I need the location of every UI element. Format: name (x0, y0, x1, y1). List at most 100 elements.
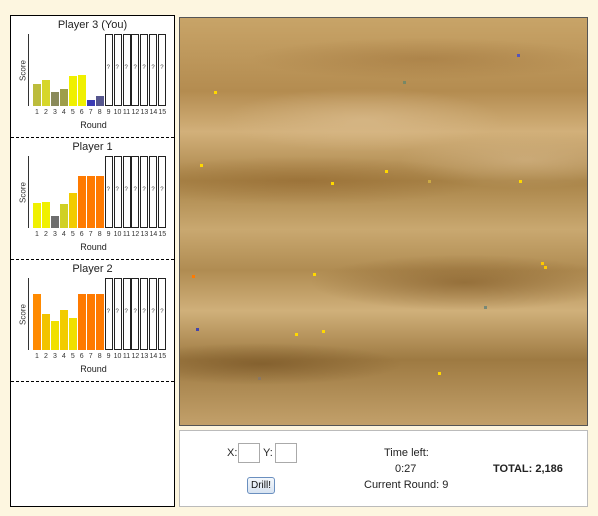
round-tick-label: 3 (52, 109, 57, 116)
round-bar-slot (59, 278, 68, 350)
future-round-bar: ? (131, 278, 140, 350)
future-round-marker: ? (151, 187, 155, 193)
future-round-marker: ? (151, 309, 155, 315)
x-label: X: (227, 447, 238, 459)
round-tick-label: 8 (97, 109, 102, 116)
score-bar (68, 317, 77, 350)
round-tick-label: 1 (35, 231, 39, 238)
round-tick-label: 13 (140, 353, 149, 360)
future-round-bar: ? (113, 156, 122, 228)
round-tick-label: 9 (106, 353, 111, 360)
round-tick-label: 1 (35, 109, 39, 116)
future-round-bar: ? (131, 34, 140, 106)
round-tick-label: 3 (52, 353, 57, 360)
round-tick-label: 15 (158, 231, 167, 238)
drill-marker (295, 333, 298, 336)
player-name: Player 1 (72, 141, 113, 153)
round-bar-slot: ? (104, 278, 113, 350)
round-bar-slot (86, 34, 95, 106)
future-round-bar: ? (149, 156, 158, 228)
round-tick-label: 2 (43, 231, 48, 238)
round-tick-label: 6 (79, 353, 84, 360)
score-bar (95, 176, 104, 228)
score-bar (33, 293, 41, 350)
round-bar-slot: ? (122, 278, 131, 350)
round-bar-slot (77, 278, 86, 350)
round-bar-slot (33, 278, 41, 350)
round-bar-slot (86, 156, 95, 228)
drill-marker (484, 306, 487, 309)
round-bar-slot: ? (140, 156, 149, 228)
y-coordinate-input[interactable] (275, 443, 297, 463)
drill-marker (322, 330, 325, 333)
total-score: TOTAL: 2,186 (493, 463, 563, 475)
round-tick-label: 9 (106, 231, 111, 238)
drill-marker (541, 262, 544, 265)
round-tick-label: 8 (97, 353, 102, 360)
round-tick-label: 2 (43, 353, 48, 360)
round-bar-slot (68, 34, 77, 106)
round-tick-label: 13 (140, 109, 149, 116)
drill-marker (428, 180, 431, 183)
round-tick-label: 10 (113, 353, 122, 360)
score-bar (77, 176, 86, 228)
control-panel: X: Y: Drill! Time left: 0:27 Current Rou… (179, 430, 588, 507)
player-name: Player 3 (You) (57, 19, 128, 31)
future-round-bar: ? (140, 34, 149, 106)
score-bar (50, 321, 59, 350)
drilling-map[interactable] (179, 17, 588, 426)
round-tick-label: 10 (113, 231, 122, 238)
round-tick-label: 11 (122, 353, 131, 360)
y-axis-line (28, 156, 29, 228)
player-name: Player 2 (72, 263, 113, 275)
round-bar-slot (95, 278, 104, 350)
future-round-marker: ? (133, 65, 137, 71)
future-round-bar: ? (104, 156, 113, 228)
round-bar-slot: ? (104, 156, 113, 228)
round-tick-label: 12 (131, 109, 140, 116)
round-bar-slot (41, 156, 50, 228)
player-scoreboard: Player 3 (You) Score 1 2 3 4 5 6 7 8? 9? 10? 11? 12?… (11, 16, 174, 138)
round-tick-label: 4 (61, 353, 66, 360)
round-tick-label: 7 (88, 353, 93, 360)
round-bar-slot (41, 34, 50, 106)
drill-marker (331, 182, 334, 185)
future-round-bar: ? (113, 34, 122, 106)
drill-marker (200, 164, 203, 167)
round-tick-label: 14 (149, 231, 158, 238)
drill-marker (258, 377, 261, 380)
future-round-bar: ? (158, 278, 167, 350)
round-tick-label: 15 (158, 109, 167, 116)
x-coordinate-input[interactable] (238, 443, 260, 463)
score-bar (59, 88, 68, 106)
y-axis-line (28, 34, 29, 106)
round-tick-label: 15 (158, 353, 167, 360)
round-bar-slot: ? (104, 34, 113, 106)
drill-button[interactable]: Drill! (247, 477, 275, 494)
drill-marker (403, 81, 406, 84)
round-axis-label: Round (80, 120, 107, 130)
round-bar-slot: ? (140, 34, 149, 106)
score-bar (50, 91, 59, 106)
round-tick-label: 12 (131, 353, 140, 360)
round-bar-slot: ? (122, 156, 131, 228)
round-bar-slot: ? (149, 278, 158, 350)
round-tick-label: 4 (61, 109, 66, 116)
future-round-marker: ? (142, 309, 146, 315)
round-bar-slot: ? (149, 156, 158, 228)
future-round-bar: ? (158, 34, 167, 106)
score-bar (41, 202, 50, 228)
round-bar-slot (68, 156, 77, 228)
score-bar (41, 314, 50, 350)
drill-marker (196, 328, 199, 331)
future-round-marker: ? (115, 187, 119, 193)
y-label: Y: (263, 447, 273, 459)
score-bar (95, 293, 104, 350)
future-round-marker: ? (142, 187, 146, 193)
score-bar (68, 192, 77, 228)
score-axis-label: Score (18, 60, 28, 81)
player-scoreboard: Player 1 Score 1 2 3 4 5 6 7 8? 9? 10? 11? 12? 13? 14?… (11, 138, 174, 260)
future-round-marker: ? (124, 187, 128, 193)
round-tick-label: 11 (122, 109, 131, 116)
time-left-value: 0:27 (395, 463, 417, 475)
